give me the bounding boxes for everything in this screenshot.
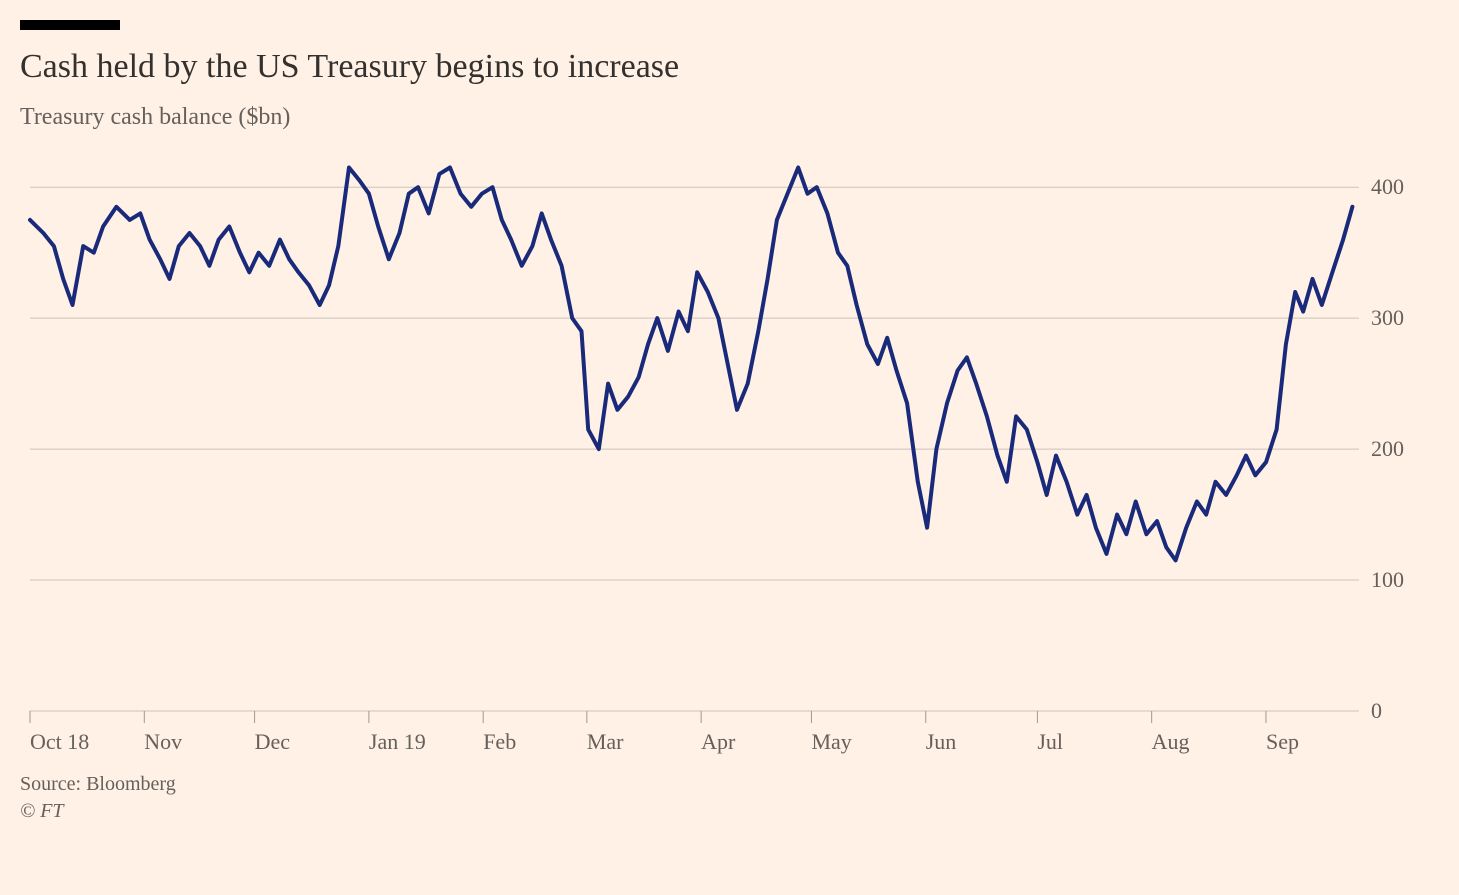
x-axis-label: Jan 19 <box>369 729 426 754</box>
x-axis-label: May <box>811 729 851 754</box>
accent-bar <box>20 20 120 30</box>
chart-svg: 0 100 200 300 400 Oct 18 Nov Dec Jan 19 Feb Mar Apr… <box>20 141 1429 761</box>
x-axis-label: Sep <box>1266 729 1299 754</box>
y-axis-label: 100 <box>1371 567 1404 592</box>
x-axis-label: Jul <box>1037 729 1063 754</box>
chart-container: Cash held by the US Treasury begins to i… <box>0 0 1459 895</box>
x-axis-label: Nov <box>144 729 182 754</box>
data-line <box>30 168 1352 561</box>
chart-title: Cash held by the US Treasury begins to i… <box>20 48 1429 86</box>
y-axis-label: 0 <box>1371 698 1382 723</box>
chart-subtitle: Treasury cash balance ($bn) <box>20 104 1429 131</box>
x-axis-label: Jun <box>926 729 957 754</box>
chart-source: Source: Bloomberg <box>20 773 1429 796</box>
chart-copyright: © FT <box>20 800 1429 823</box>
x-axis-label: Dec <box>255 729 291 754</box>
y-axis-label: 300 <box>1371 305 1404 330</box>
x-axis-label: Aug <box>1152 729 1190 754</box>
y-axis-label: 200 <box>1371 436 1404 461</box>
x-axis-label: Feb <box>483 729 516 754</box>
x-axis-label: Oct 18 <box>30 729 89 754</box>
plot-area: 0 100 200 300 400 Oct 18 Nov Dec Jan 19 Feb Mar Apr… <box>20 141 1429 761</box>
x-axis-label: Apr <box>701 729 736 754</box>
x-axis-label: Mar <box>587 729 624 754</box>
y-axis-label: 400 <box>1371 174 1404 199</box>
